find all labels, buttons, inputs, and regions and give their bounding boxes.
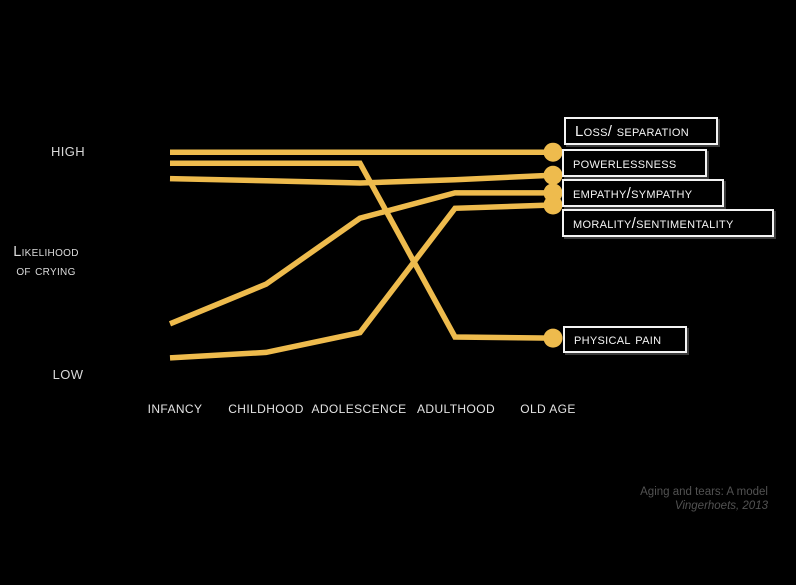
series-endpoint-dot-physical-pain [543,328,563,348]
x-axis-label-adulthood: ADULTHOOD [416,402,496,416]
legend-label-empathy-sympathy: empathy/sympathy [573,184,693,202]
x-axis-label-infancy: INFANCY [147,402,203,416]
legend-box-empathy-sympathy: empathy/sympathy [562,179,724,207]
y-axis-title-line2: of crying [16,263,76,279]
series-endpoint-dot-powerlessness [543,165,563,185]
legend-label-loss-separation: Loss/ separation [575,122,689,140]
legend-box-powerlessness: powerlessness [562,149,707,177]
y-axis-title-line1: Likelihood [13,244,79,260]
legend-box-loss-separation: Loss/ separation [564,117,718,145]
citation-author: Vingerhoets, 2013 [674,500,768,512]
series-line-physical-pain [170,160,553,341]
series-line-morality-sentimentality [169,202,553,361]
legend-label-morality-sentimentality: morality/sentimentality [573,214,734,232]
series-endpoint-dot-morality-sentimentality [543,195,563,215]
y-axis-title: Likelihood of crying [4,243,88,281]
series-line-empathy-sympathy [168,190,552,327]
series-endpoint-dot-loss-separation [543,142,563,162]
legend-label-powerlessness: powerlessness [573,154,677,172]
citation-title: Aging and tears: A model [640,486,768,498]
legend-box-physical-pain: physical pain [563,326,687,353]
x-axis-label-old-age: OLD AGE [520,402,576,416]
series-line-powerlessness [169,172,553,186]
legend-box-morality-sentimentality: morality/sentimentality [562,209,774,237]
y-axis-high-label: HIGH [50,144,86,159]
legend-label-physical-pain: physical pain [574,331,662,348]
x-axis-label-childhood: CHILDHOOD [228,402,304,416]
x-axis-label-adolescence: ADOLESCENCE [311,402,407,416]
y-axis-low-label: LOW [52,367,84,382]
source-citation: Aging and tears: A model Vingerhoets, 20… [640,485,768,513]
